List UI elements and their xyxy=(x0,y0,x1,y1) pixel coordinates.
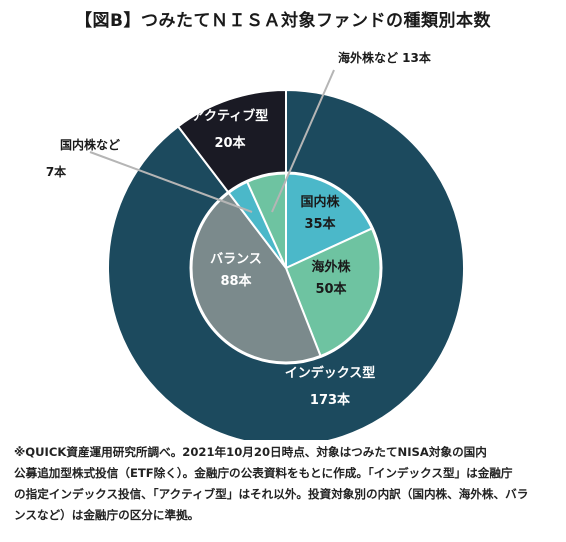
inner-category-label: バランス xyxy=(210,252,262,267)
inner-value-label: 88本 xyxy=(220,273,251,289)
callout-leader-kaigai xyxy=(271,69,335,213)
footnote-line: ※QUICK資産運用研究所調べ。2021年10月20日時点、対象はつみたてNIS… xyxy=(14,445,487,459)
callout-kaigai-label: 海外株など 13本 xyxy=(338,50,431,65)
outer-category-label: アクティブ型 xyxy=(192,108,269,124)
callout-leader-kokunai xyxy=(89,151,253,213)
footnote-line: 公募追加型株式投信（ETF除く）。金融庁の公表資料をもとに作成。「インデックス型… xyxy=(14,466,513,480)
outer-value-label: 173本 xyxy=(310,392,350,408)
inner-value-label: 50本 xyxy=(315,281,346,297)
inner-category-label: 海外株 xyxy=(311,259,351,275)
outer-category-label: インデックス型 xyxy=(285,365,376,381)
inner-category-label: 国内株 xyxy=(300,194,340,210)
outer-slice xyxy=(107,88,465,440)
inner-value-label: 35本 xyxy=(304,216,335,232)
callout-kokunai-label: 国内株など xyxy=(60,137,120,152)
inner-pie-border xyxy=(189,171,383,365)
chart-title: 【図B】つみたてＮＩＳＡ対象ファンドの種類別本数 xyxy=(75,11,491,31)
footnote: ※QUICK資産運用研究所調べ。2021年10月20日時点、対象はつみたてNIS… xyxy=(14,442,558,526)
footnote-line: ンスなど）は金融庁の区分に準拠。 xyxy=(14,508,200,522)
outer-value-label: 20本 xyxy=(214,135,245,151)
footnote-line: の指定インデックス投信、「アクティブ型」はそれ以外。投資対象別の内訳（国内株、海… xyxy=(14,487,529,501)
callout-kokunai-value: 7本 xyxy=(46,164,66,179)
